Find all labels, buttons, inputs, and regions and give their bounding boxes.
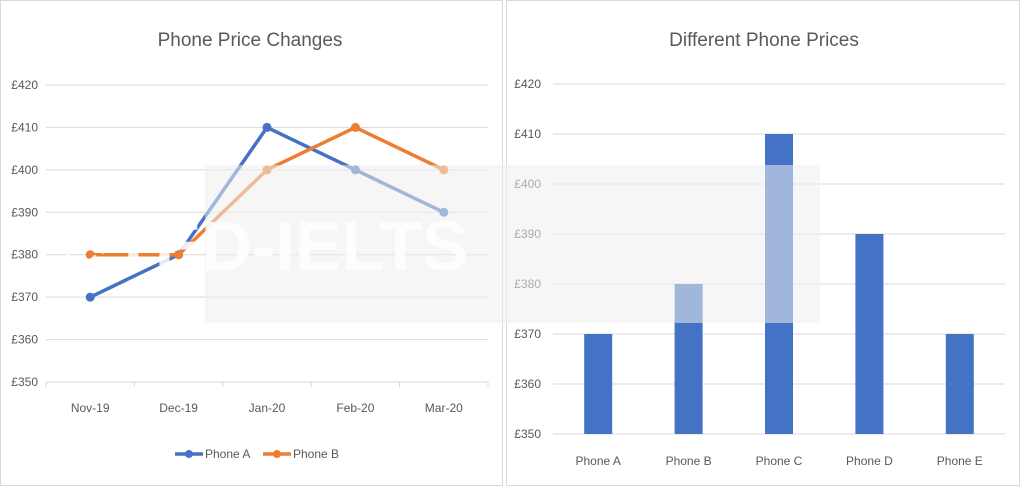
x-tick-label: Dec-19: [159, 401, 198, 415]
y-tick-label: £370: [514, 327, 541, 341]
bar-phone-e: [945, 334, 974, 434]
watermark-band: [205, 165, 820, 323]
bar-chart-title: Different Phone Prices: [669, 30, 859, 51]
x-tick-label: Phone E: [937, 454, 983, 468]
data-point: [85, 292, 95, 302]
y-tick-label: £360: [514, 377, 541, 391]
x-tick-label: Nov-19: [71, 401, 110, 415]
x-tick-label: Phone D: [846, 454, 893, 468]
bar-phone-d: [855, 234, 884, 434]
y-tick-label: £420: [11, 78, 38, 92]
x-tick-label: Jan-20: [249, 401, 286, 415]
bar-phone-a: [584, 334, 613, 434]
watermark-text: TED-IELTS: [112, 207, 468, 285]
y-tick-label: £420: [514, 77, 541, 91]
data-point: [174, 250, 184, 260]
data-point: [262, 122, 272, 132]
legend-marker: [273, 450, 281, 458]
y-tick-label: £360: [11, 333, 38, 347]
x-tick-label: Mar-20: [425, 401, 463, 415]
y-tick-label: £370: [11, 290, 38, 304]
watermark-logo-icon: [58, 220, 106, 268]
legend-marker: [185, 450, 193, 458]
y-tick-label: £350: [514, 427, 541, 441]
y-tick-label: £410: [11, 120, 38, 134]
y-tick-label: £410: [514, 127, 541, 141]
y-tick-label: £380: [11, 248, 38, 262]
y-tick-label: £350: [11, 375, 38, 389]
x-tick-label: Phone B: [666, 454, 712, 468]
x-tick-label: Feb-20: [336, 401, 374, 415]
y-tick-label: £390: [11, 205, 38, 219]
legend-label: Phone A: [205, 447, 250, 461]
data-point: [350, 122, 360, 132]
x-tick-label: Phone C: [756, 454, 803, 468]
line-chart-title: Phone Price Changes: [158, 30, 343, 51]
y-tick-label: £400: [11, 163, 38, 177]
x-tick-label: Phone A: [576, 454, 621, 468]
legend-label: Phone B: [293, 447, 339, 461]
